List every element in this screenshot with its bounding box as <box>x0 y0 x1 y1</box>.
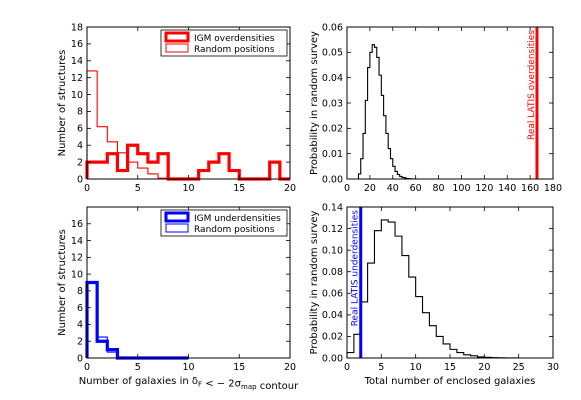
y-tick-label: 2 <box>77 157 83 168</box>
x-tick-label: 160 <box>521 183 539 194</box>
y-tick-label: 0.00 <box>322 353 343 364</box>
y-tick-label: 0.05 <box>322 48 343 59</box>
x-tick-label: 140 <box>498 183 516 194</box>
y-tick-label: 0.04 <box>322 73 343 84</box>
panel-top-right: Real LATIS overdensities 0 20 40 60 80 100 120 1… <box>309 22 562 194</box>
x-tick-label: 15 <box>233 362 245 373</box>
x-tick-label: 5 <box>135 183 141 194</box>
y-tick-label: 0.10 <box>322 245 343 256</box>
plot-frame <box>346 206 554 359</box>
y-tick-label: 16 <box>71 219 83 230</box>
plot-frame <box>346 26 554 180</box>
legend-entry: Random positions <box>194 225 275 235</box>
y-tick-label: 14 <box>71 56 83 67</box>
y-tick-label: 0.12 <box>322 224 343 235</box>
y-axis-label: Number of structures <box>57 50 68 157</box>
y-tick-label: 0 <box>77 353 83 364</box>
x-tick-label: 15 <box>444 362 456 373</box>
x-tick-label: 10 <box>182 183 194 194</box>
y-tick-label: 8 <box>77 286 83 297</box>
x-tick-label: 20 <box>284 362 296 373</box>
x-tick-label: 15 <box>233 183 245 194</box>
y-tick-label: 8 <box>77 107 83 118</box>
x-tick-label: 40 <box>387 183 399 194</box>
x-tick-label: 20 <box>478 362 490 373</box>
x-tick-label: 20 <box>364 183 376 194</box>
legend-swatch <box>164 211 190 223</box>
y-tick-label: 0.01 <box>322 149 343 160</box>
x-tick-label: 0 <box>344 362 350 373</box>
y-tick-label: 0.02 <box>322 124 343 135</box>
x-tick-label: 0 <box>344 183 350 194</box>
y-tick-label: 0.03 <box>322 98 343 109</box>
y-tick-label: 0.04 <box>322 310 343 321</box>
legend-entry: IGM underdensities <box>194 214 281 224</box>
series-igm-underdensities <box>85 280 189 360</box>
y-tick-label: 16 <box>71 39 83 50</box>
x-axis-label: Total number of enclosed galaxies <box>364 376 536 387</box>
y-tick-label: 4 <box>77 320 83 331</box>
series-histogram <box>357 44 417 180</box>
x-tick-label: 120 <box>475 183 493 194</box>
y-tick-label: 0.14 <box>322 202 343 213</box>
y-tick-label: 6 <box>77 303 83 314</box>
x-tick-label: 25 <box>513 362 525 373</box>
x-tick-label: 100 <box>452 183 470 194</box>
x-tick-label: 0 <box>84 362 90 373</box>
y-tick-label: 14 <box>71 236 83 247</box>
marker-label: Real LATIS overdensities <box>527 30 537 140</box>
legend-entry: IGM overdensities <box>194 34 275 44</box>
x-tick-label: 5 <box>378 362 384 373</box>
x-tick-label: 60 <box>410 183 422 194</box>
y-tick-label: 6 <box>77 124 83 135</box>
series-random-positions <box>86 70 169 179</box>
y-axis-label: Probability in random survey <box>309 31 320 175</box>
y-tick-label: 0.00 <box>322 174 343 185</box>
y-tick-label: 10 <box>71 90 83 101</box>
y-tick-label: 0.02 <box>322 332 343 343</box>
x-tick-label: 10 <box>182 362 194 373</box>
y-tick-label: 0 <box>77 174 83 185</box>
x-tick-label: 80 <box>433 183 445 194</box>
y-axis-label: Probability in random survey <box>309 210 320 354</box>
panel-top-left: 0 5 10 15 20 0 2 4 6 8 10 12 14 16 18 Number of structu… <box>57 22 296 194</box>
y-tick-label: 4 <box>77 141 83 152</box>
x-tick-label: 20 <box>284 183 296 194</box>
marker-label: Real LATIS underdensities <box>351 210 361 327</box>
y-tick-label: 0.08 <box>322 267 343 278</box>
legend-swatch <box>165 43 189 53</box>
x-tick-label: 0 <box>84 183 90 194</box>
x-tick-label: 10 <box>410 362 422 373</box>
y-tick-label: 2 <box>77 337 83 348</box>
legend-swatch <box>164 31 190 43</box>
series-histogram <box>346 219 520 359</box>
series-random-positions <box>86 281 138 359</box>
y-tick-label: 12 <box>71 73 83 84</box>
x-tick-label: 30 <box>547 362 559 373</box>
y-tick-label: 12 <box>71 253 83 264</box>
y-axis-label: Number of structures <box>57 229 68 336</box>
x-tick-label: 5 <box>135 362 141 373</box>
y-tick-label: 10 <box>71 269 83 280</box>
panel-bottom-right: Real LATIS underdensities 0 5 10 15 20 25 30 0.0… <box>309 202 559 387</box>
y-tick-label: 0.06 <box>322 289 343 300</box>
x-tick-label: 180 <box>544 183 562 194</box>
y-tick-label: 18 <box>71 22 83 33</box>
legend-entry: Random positions <box>194 45 275 55</box>
legend-swatch <box>165 223 189 233</box>
x-axis-label: Number of galaxies in δF < − 2σmap conto… <box>79 376 299 392</box>
y-tick-label: 0.06 <box>322 22 343 33</box>
